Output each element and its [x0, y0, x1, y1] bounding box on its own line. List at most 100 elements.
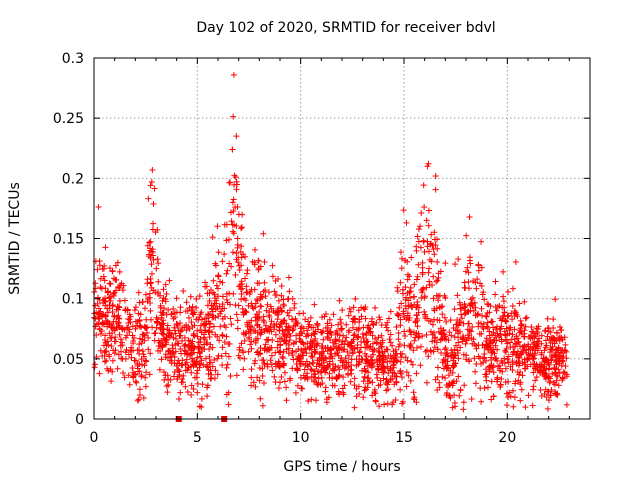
- data-point: [233, 133, 239, 139]
- data-point: [408, 378, 414, 384]
- data-point: [219, 258, 225, 264]
- data-point: [133, 380, 139, 386]
- data-point: [564, 402, 570, 408]
- data-point: [305, 398, 311, 404]
- data-point: [349, 356, 355, 362]
- data-point: [388, 339, 394, 345]
- data-point: [428, 347, 434, 353]
- data-point: [411, 389, 417, 395]
- data-point: [252, 358, 258, 364]
- data-point: [431, 317, 437, 323]
- data-point: [215, 353, 221, 359]
- data-point: [131, 357, 137, 363]
- data-point: [108, 378, 114, 384]
- data-point: [264, 361, 270, 367]
- data-point: [164, 291, 170, 297]
- data-point: [319, 330, 325, 336]
- data-point: [423, 349, 429, 355]
- data-point: [219, 362, 225, 368]
- data-point: [108, 281, 114, 287]
- data-point: [478, 306, 484, 312]
- data-point: [155, 260, 161, 266]
- data-point: [483, 378, 489, 384]
- data-point: [355, 327, 361, 333]
- data-point: [378, 333, 384, 339]
- data-point: [421, 204, 427, 210]
- data-point: [469, 396, 475, 402]
- data-point: [98, 331, 104, 337]
- data-point: [547, 380, 553, 386]
- data-point: [239, 224, 245, 230]
- data-point: [260, 231, 266, 237]
- data-point: [95, 321, 101, 327]
- data-point: [269, 263, 275, 269]
- data-point: [348, 367, 354, 373]
- data-point: [210, 278, 216, 284]
- data-point: [401, 329, 407, 335]
- data-point: [461, 382, 467, 388]
- data-point: [155, 279, 161, 285]
- y-tick-label: 0.3: [62, 51, 84, 67]
- data-point: [143, 317, 149, 323]
- data-point: [338, 320, 344, 326]
- data-point: [524, 315, 530, 321]
- data-point: [475, 262, 481, 268]
- data-point: [489, 378, 495, 384]
- data-point: [252, 247, 258, 253]
- data-point: [352, 296, 358, 302]
- data-point: [322, 389, 328, 395]
- data-point: [362, 387, 368, 393]
- data-point: [177, 390, 183, 396]
- data-point: [293, 390, 299, 396]
- data-point: [283, 384, 289, 390]
- data-point: [320, 337, 326, 343]
- data-point: [433, 187, 439, 193]
- data-point: [308, 315, 314, 321]
- data-point: [313, 397, 319, 403]
- data-point: [369, 379, 375, 385]
- data-point: [257, 396, 263, 402]
- data-point: [494, 308, 500, 314]
- data-point: [351, 304, 357, 310]
- data-point: [188, 392, 194, 398]
- data-point: [236, 303, 242, 309]
- data-point: [509, 316, 515, 322]
- data-point: [249, 366, 255, 372]
- data-point: [545, 406, 551, 412]
- data-point: [278, 374, 284, 380]
- data-point: [286, 288, 292, 294]
- data-point: [472, 369, 478, 375]
- x-axis: 0 5 10 15 20: [90, 58, 590, 446]
- data-point: [485, 384, 491, 390]
- data-point: [462, 280, 468, 286]
- data-point: [171, 373, 177, 379]
- data-point: [214, 283, 220, 289]
- data-point: [407, 329, 413, 335]
- data-point: [246, 349, 252, 355]
- data-point: [201, 335, 207, 341]
- data-point: [241, 356, 247, 362]
- data-point: [164, 383, 170, 389]
- data-point: [414, 276, 420, 282]
- data-point: [137, 392, 143, 398]
- data-point: [404, 383, 410, 389]
- y-axis-label: SRMTID / TECUs: [7, 182, 23, 295]
- data-point: [148, 239, 154, 245]
- data-point: [152, 330, 158, 336]
- data-point: [143, 325, 149, 331]
- data-point: [508, 393, 514, 399]
- data-point: [352, 375, 358, 381]
- data-point: [149, 179, 155, 185]
- data-point: [425, 270, 431, 276]
- data-point: [135, 398, 141, 404]
- data-point: [176, 396, 182, 402]
- data-point: [136, 290, 142, 296]
- data-point: [401, 207, 407, 213]
- data-point: [473, 286, 479, 292]
- data-point: [247, 341, 253, 347]
- data-point: [424, 217, 430, 223]
- data-point: [277, 379, 283, 385]
- data-point: [147, 291, 153, 297]
- data-point: [462, 285, 468, 291]
- data-point: [235, 317, 241, 323]
